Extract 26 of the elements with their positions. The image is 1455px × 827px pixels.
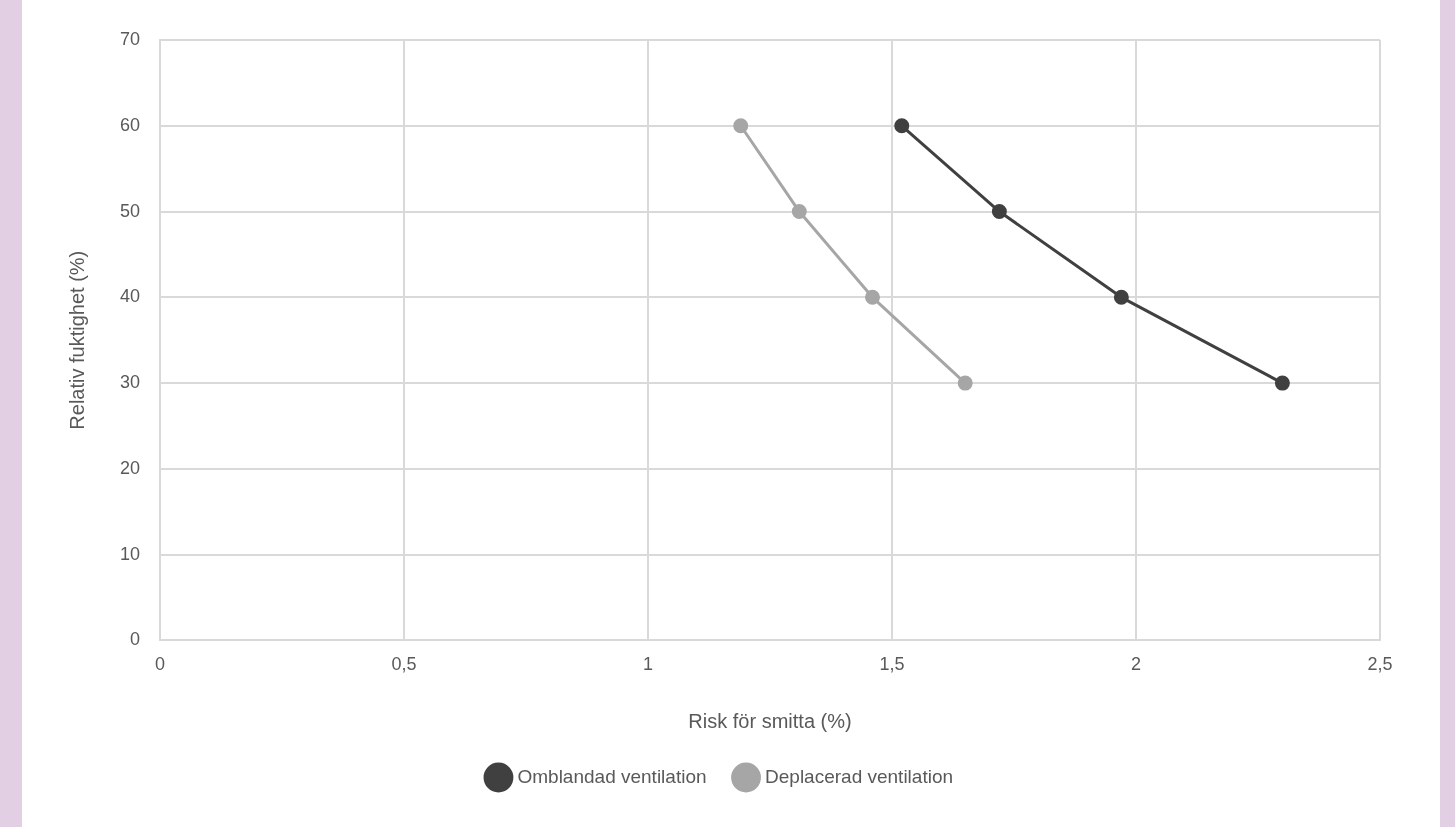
x-tick-label: 1 — [643, 654, 654, 675]
x-tick-label: 0,5 — [391, 654, 417, 675]
y-tick-label: 30 — [119, 372, 141, 393]
y-tick-label: 0 — [130, 629, 141, 650]
x-tick-label: 2,5 — [1367, 654, 1393, 675]
point — [991, 204, 1007, 220]
point — [1113, 289, 1129, 305]
point — [791, 204, 807, 220]
point — [733, 118, 749, 134]
legend-label: Deplacerad ventilation — [765, 765, 954, 787]
y-tick-label: 60 — [119, 114, 141, 135]
x-tick-label: 1,5 — [879, 654, 905, 675]
y-tick-label: 50 — [119, 200, 141, 221]
point — [1274, 375, 1290, 391]
x-axis-title: Risk för smitta (%) — [688, 709, 852, 732]
point — [864, 289, 880, 305]
x-tick-label: 0 — [155, 654, 166, 675]
legend-label: Omblandad ventilation — [517, 765, 707, 787]
point — [894, 118, 910, 134]
y-tick-label: 20 — [119, 457, 141, 478]
y-tick-label: 40 — [119, 286, 141, 307]
point — [957, 375, 973, 391]
y-tick-label: 70 — [119, 28, 141, 49]
y-tick-label: 10 — [119, 543, 141, 564]
y-axis-title: Relativ fuktighet (%) — [65, 250, 88, 430]
x-tick-label: 2 — [1131, 654, 1142, 675]
